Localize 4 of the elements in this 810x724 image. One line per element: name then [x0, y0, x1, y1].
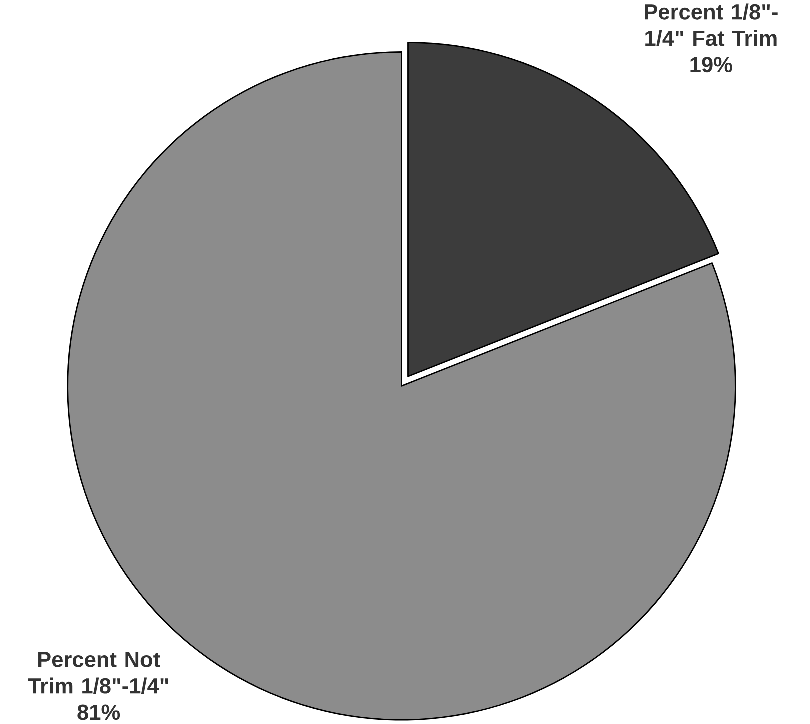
slice-label: Percent 1/8"-1/4" Fat Trim	[645, 4, 778, 46]
slice-label: Percent Not Trim 1/8"-1/4"	[28, 652, 168, 694]
data-label: 81%	[78, 704, 120, 720]
data-label: 19%	[690, 57, 732, 73]
